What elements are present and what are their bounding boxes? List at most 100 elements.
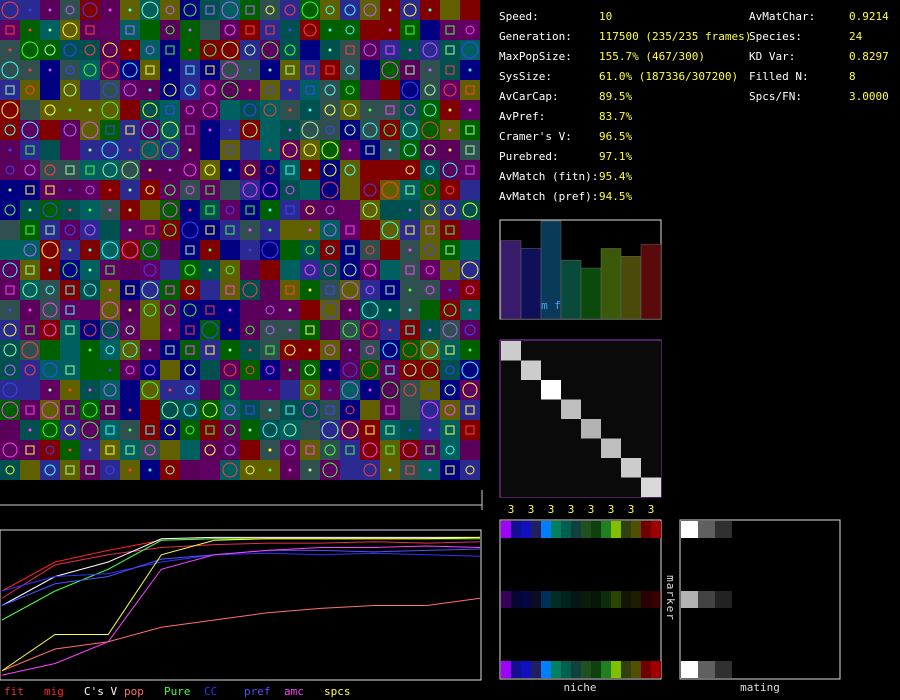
organism	[205, 5, 215, 15]
cell	[220, 100, 240, 120]
matrix-cell	[501, 477, 521, 497]
cell	[380, 200, 400, 220]
niche-cell	[571, 661, 581, 678]
organism	[28, 308, 32, 312]
cell	[340, 400, 360, 420]
cell	[40, 40, 60, 60]
cell	[0, 220, 20, 240]
legend-label: mig	[44, 685, 64, 698]
organism	[242, 122, 258, 138]
cell	[400, 100, 420, 120]
organism	[142, 102, 158, 118]
cell	[40, 400, 60, 420]
organism	[362, 322, 378, 338]
cell	[460, 400, 480, 420]
stat-label: MaxPopSize:	[499, 50, 572, 63]
organism	[41, 401, 59, 419]
legend-label: Pure	[164, 685, 191, 698]
matrix-cell	[641, 458, 661, 478]
organism	[4, 204, 16, 216]
organism	[368, 108, 372, 112]
matrix-cell	[521, 399, 541, 419]
cell	[140, 120, 160, 140]
organism	[65, 65, 75, 75]
cell	[20, 180, 40, 200]
niche-cell	[631, 521, 641, 538]
cell	[80, 60, 100, 80]
organism	[188, 48, 192, 52]
organism	[248, 88, 252, 92]
organism	[5, 165, 15, 175]
cell	[0, 200, 20, 220]
organism	[462, 202, 478, 218]
cell	[140, 200, 160, 220]
cell	[40, 340, 60, 360]
species-bar	[580, 267, 602, 320]
organism	[321, 141, 339, 159]
cell	[40, 280, 60, 300]
cell	[140, 40, 160, 60]
organism	[344, 4, 356, 16]
cell	[400, 320, 420, 340]
organism	[204, 84, 216, 96]
organism	[102, 42, 118, 58]
cell	[260, 260, 280, 280]
matrix-diagonal	[501, 341, 521, 361]
matrix-cell	[521, 458, 541, 478]
stat-value: 61.0% (187336/307200)	[599, 70, 738, 83]
cell	[280, 160, 300, 180]
organism	[388, 8, 392, 12]
cell	[200, 60, 220, 80]
organism	[245, 405, 255, 415]
organism	[304, 364, 316, 376]
organism	[305, 65, 315, 75]
organism	[385, 285, 395, 295]
cell	[200, 320, 220, 340]
niche-cell	[641, 591, 651, 608]
stat-label: Generation:	[499, 30, 572, 43]
organism	[245, 365, 255, 375]
organism	[448, 288, 452, 292]
cell	[60, 60, 80, 80]
mating-cell	[715, 661, 732, 678]
organism	[388, 468, 392, 472]
cell	[20, 340, 40, 360]
cell	[320, 120, 340, 140]
stat-label: SysSize:	[499, 70, 552, 83]
organism	[321, 421, 339, 439]
niche-cell	[601, 661, 611, 678]
organism	[122, 62, 138, 78]
cell	[160, 120, 180, 140]
organism	[262, 422, 278, 438]
cell	[60, 140, 80, 160]
organism	[42, 202, 58, 218]
organism	[65, 305, 75, 315]
cell	[360, 260, 380, 280]
organism	[448, 128, 452, 132]
organism	[221, 41, 239, 59]
organism	[465, 465, 475, 475]
organism	[105, 345, 115, 355]
organism	[405, 25, 415, 35]
cell	[380, 100, 400, 120]
organism	[202, 102, 218, 118]
niche-cell	[611, 661, 621, 678]
cell	[460, 360, 480, 380]
cell	[40, 100, 60, 120]
cell	[40, 180, 60, 200]
organism	[363, 183, 377, 197]
cell	[440, 220, 460, 240]
organism	[125, 125, 135, 135]
organism	[205, 225, 215, 235]
cell	[260, 340, 280, 360]
organism	[345, 65, 355, 75]
species-bar	[500, 240, 522, 320]
organism	[22, 282, 38, 298]
organism	[428, 468, 432, 472]
cell	[320, 60, 340, 80]
organism	[348, 308, 352, 312]
organism	[304, 384, 316, 396]
legend-label: pop	[124, 685, 144, 698]
organism	[288, 128, 292, 132]
organism	[45, 225, 55, 235]
